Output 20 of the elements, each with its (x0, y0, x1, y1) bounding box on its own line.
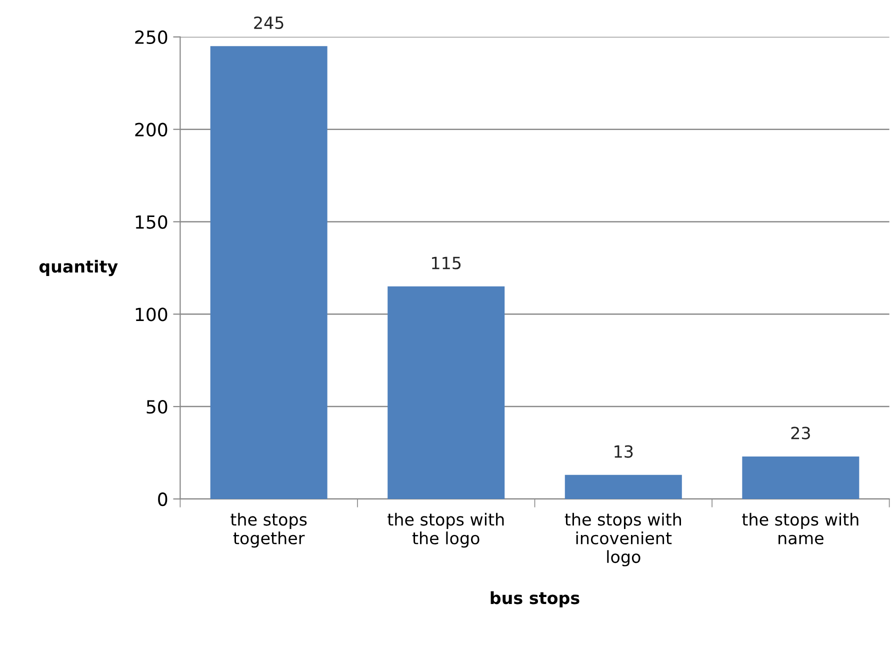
data-label: 115 (432, 256, 461, 270)
y-tick-label: 150 (136, 215, 168, 229)
bar (564, 474, 682, 499)
y-tick-label: 50 (146, 400, 168, 414)
bar (388, 286, 505, 499)
x-tick-label: the stops with the logo (388, 512, 504, 548)
y-axis-title: quantity (39, 260, 118, 276)
y-tick-label: 100 (136, 308, 168, 322)
y-tick-label: 200 (135, 122, 168, 136)
y-tick-label: 0 (158, 492, 168, 506)
bar (210, 46, 328, 499)
data-label: 245 (254, 16, 284, 30)
data-label: 13 (614, 445, 633, 458)
data-label: 23 (791, 426, 810, 440)
x-axis-title: bus stops (490, 591, 580, 608)
x-tick-label: the stops with name (742, 512, 858, 544)
x-tick-label: the stops with incovenient logo (564, 512, 681, 566)
bar (742, 456, 860, 499)
y-tick-label: 250 (135, 30, 168, 44)
x-tick-label: the stops together (230, 512, 307, 548)
